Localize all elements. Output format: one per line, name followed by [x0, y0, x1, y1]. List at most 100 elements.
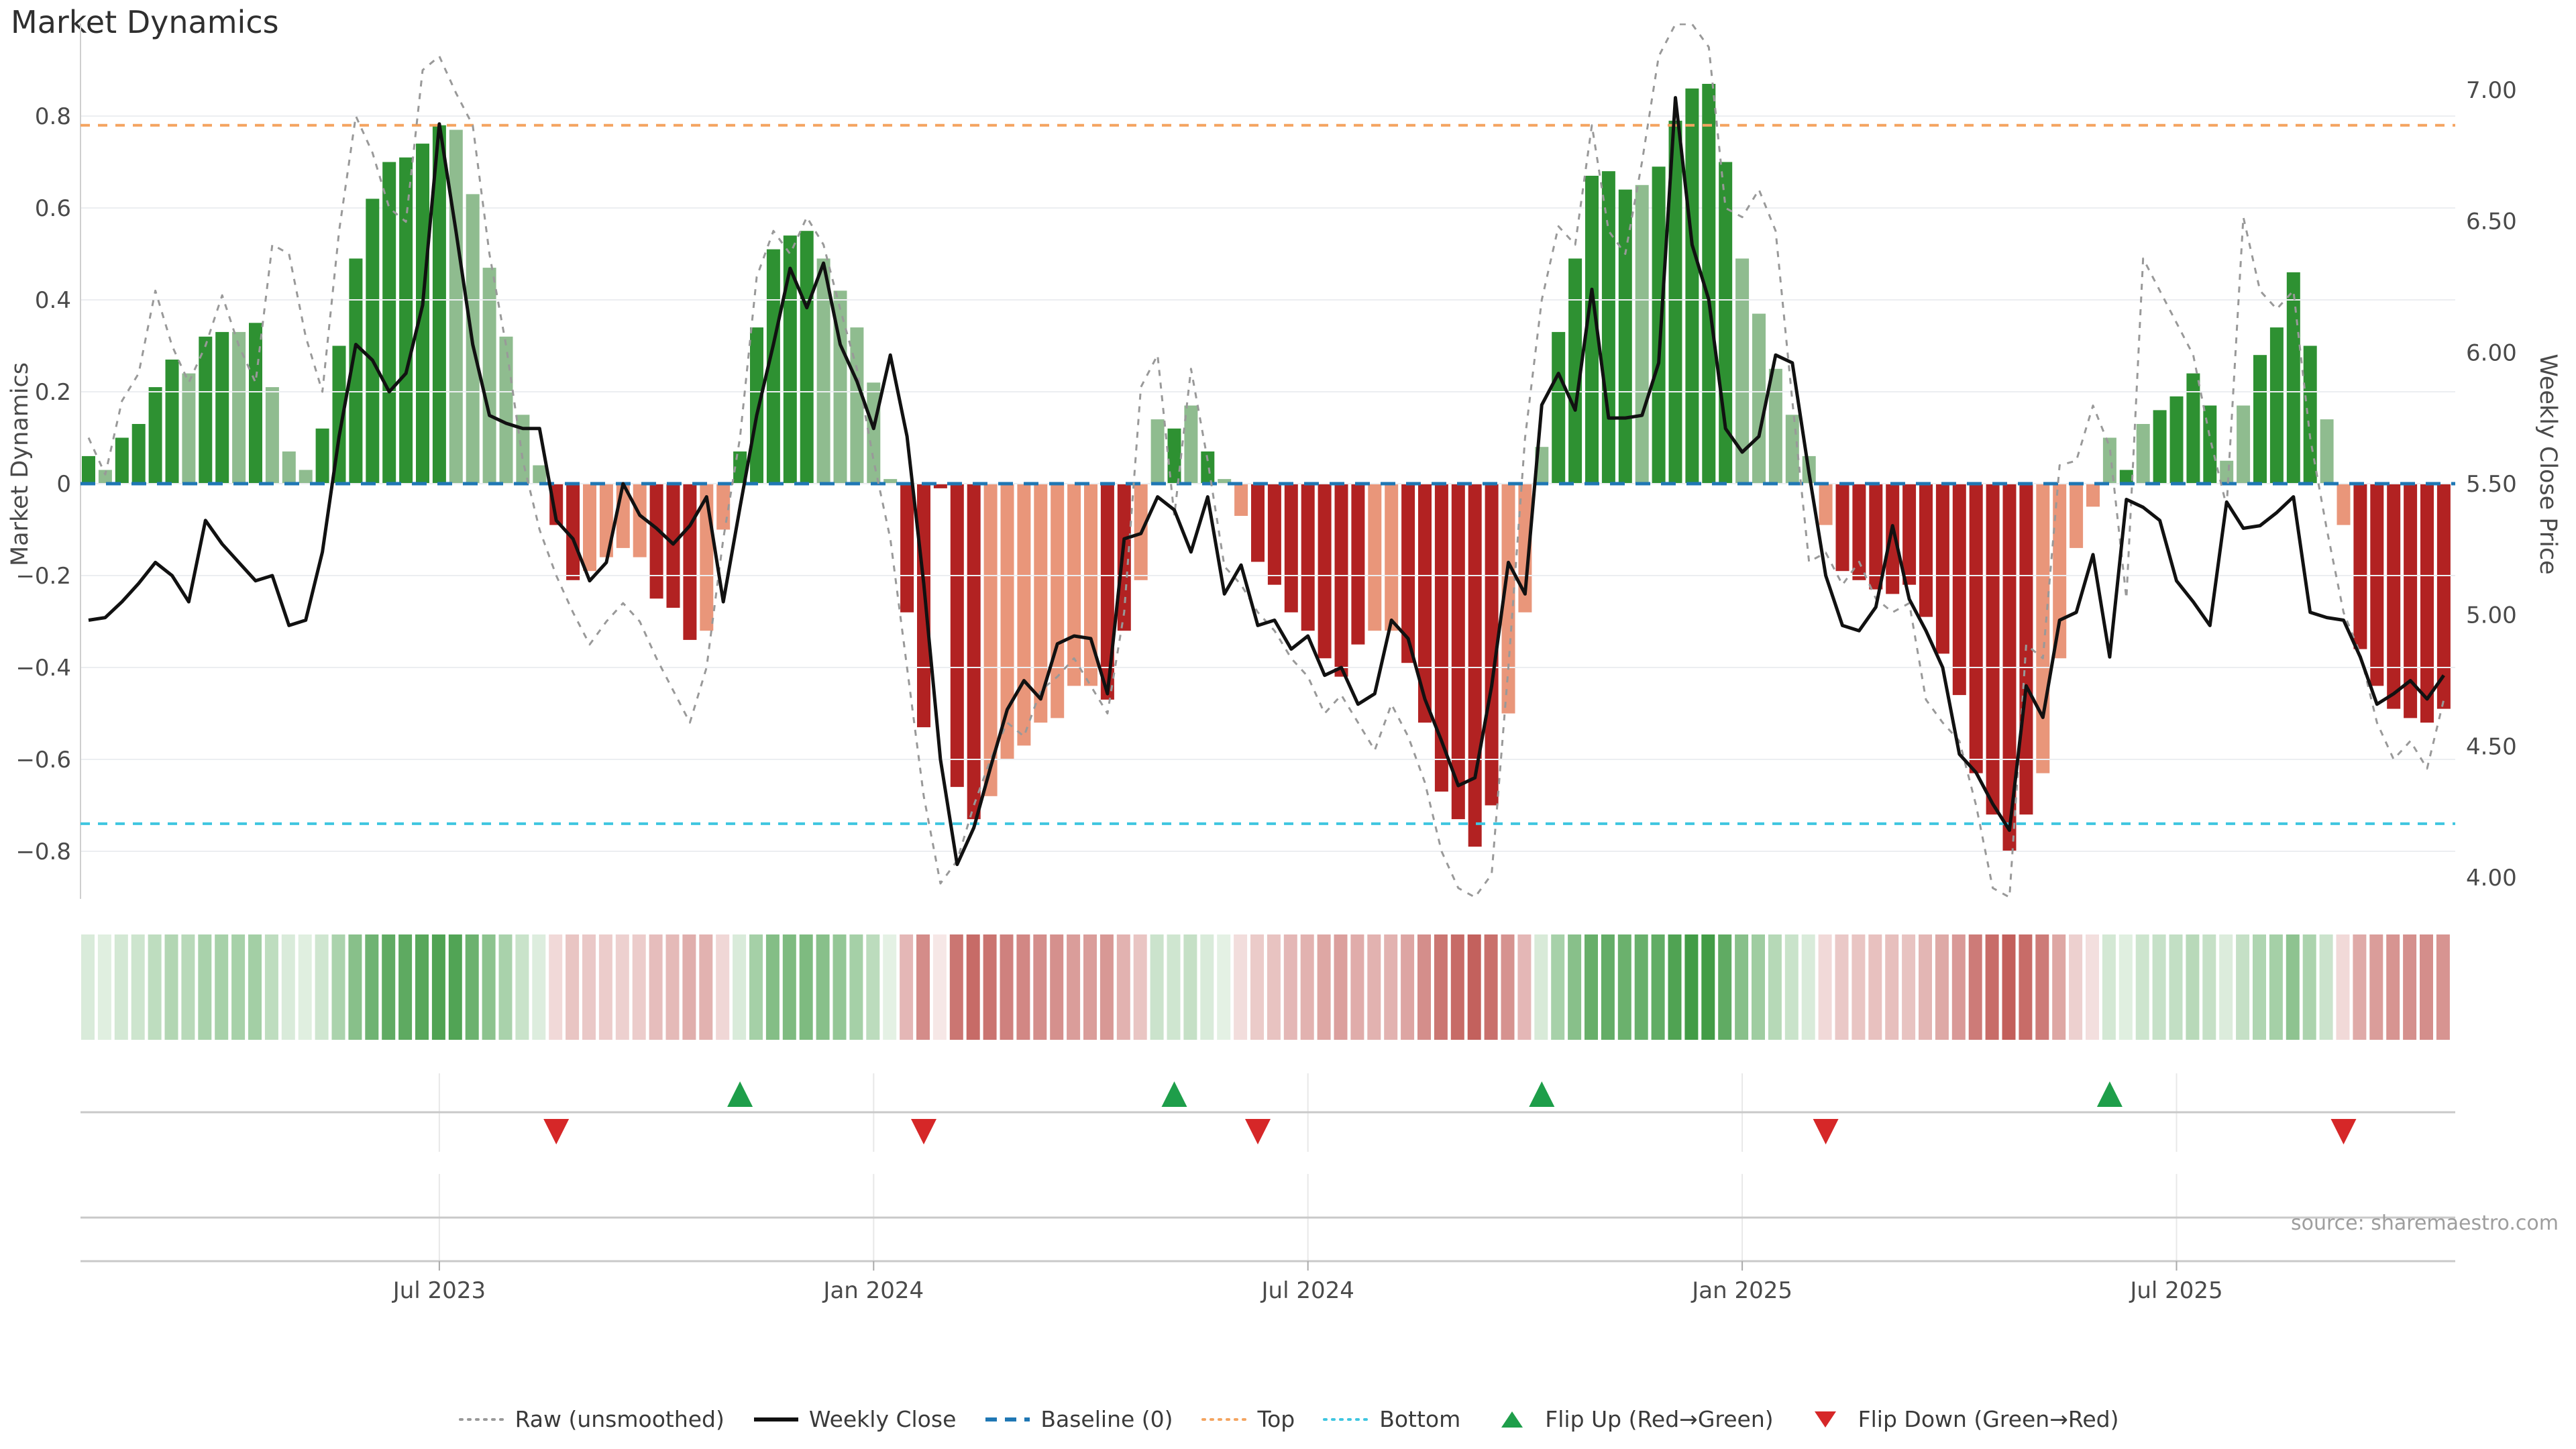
triangle-up-icon — [1501, 1411, 1523, 1428]
heat-cell — [1133, 934, 1147, 1040]
heat-cell — [949, 934, 963, 1040]
heat-cell — [1919, 934, 1932, 1040]
heat-cell — [1317, 934, 1331, 1040]
left-tick-label: −0.8 — [15, 839, 71, 865]
dotted-line-icon — [1201, 1417, 1248, 1421]
bar — [2186, 373, 2200, 484]
bar — [1552, 331, 1566, 484]
bar — [1368, 484, 1382, 631]
heat-cell — [431, 934, 445, 1040]
flip-down-marker — [2330, 1119, 2357, 1144]
bar — [1935, 484, 1949, 654]
heat-cell — [2253, 934, 2266, 1040]
heat-cell — [365, 934, 379, 1040]
bar — [432, 125, 446, 484]
bar — [1184, 405, 1198, 484]
bar — [1401, 484, 1415, 663]
flip-up-marker — [1529, 1081, 1555, 1107]
heat-cell — [1968, 934, 1982, 1040]
heat-cell — [2069, 934, 2083, 1040]
heat-cell — [1283, 934, 1297, 1040]
heat-cell — [2152, 934, 2166, 1040]
bar — [1000, 484, 1014, 759]
bar — [2102, 437, 2116, 484]
heat-cell — [1634, 934, 1648, 1040]
left-tick-label: 0 — [56, 471, 71, 498]
bar — [215, 331, 229, 484]
bar — [1568, 258, 1582, 484]
bar — [349, 258, 363, 484]
bar — [1685, 88, 1699, 484]
heat-cell — [1517, 934, 1532, 1040]
heat-cell — [566, 934, 580, 1040]
bar — [1051, 484, 1065, 718]
x-tick-label: Jul 2024 — [1260, 1277, 1354, 1304]
legend-item: Flip Down (Green→Red) — [1801, 1406, 2118, 1432]
right-tick-label: 4.50 — [2466, 733, 2517, 760]
bar — [282, 451, 296, 484]
heat-cell — [966, 934, 980, 1040]
heat-cell — [682, 934, 696, 1040]
heat-cell — [1367, 934, 1381, 1040]
bar — [1351, 484, 1365, 645]
bar — [1618, 189, 1632, 484]
bar — [2036, 484, 2050, 773]
heat-cell — [1668, 934, 1682, 1040]
left-tick-label: 0.8 — [35, 103, 71, 130]
bar — [1251, 484, 1265, 562]
heat-cell — [1902, 934, 1916, 1040]
bar — [1668, 120, 1682, 484]
bar — [2436, 484, 2451, 709]
heat-cell — [1868, 934, 1882, 1040]
bar — [1702, 84, 1716, 484]
heat-cell — [2219, 934, 2233, 1040]
bar — [2370, 484, 2384, 686]
legend-label: Raw (unsmoothed) — [515, 1406, 724, 1432]
bar — [499, 336, 513, 484]
bar — [232, 331, 246, 484]
heat-cell — [148, 934, 162, 1040]
bar — [2086, 484, 2100, 507]
right-tick-label: 5.00 — [2466, 602, 2517, 629]
x-tick-label: Jul 2023 — [392, 1277, 486, 1304]
bar — [299, 470, 313, 484]
bar — [1902, 484, 1917, 585]
heat-cell — [549, 934, 563, 1040]
heat-cell — [1534, 934, 1548, 1040]
legend-label: Top — [1257, 1406, 1295, 1432]
heat-cell — [97, 934, 111, 1040]
heat-cell — [916, 934, 930, 1040]
bar — [583, 484, 596, 572]
bar — [566, 484, 580, 580]
heat-cell — [2386, 934, 2400, 1040]
heat-cell — [2319, 934, 2333, 1040]
heat-cell — [1801, 934, 1815, 1040]
heat-cell — [2302, 934, 2316, 1040]
bar — [1468, 484, 1482, 847]
heat-cell — [281, 934, 295, 1040]
bar — [199, 336, 213, 484]
bar — [1034, 484, 1048, 723]
heat-cell — [1935, 934, 1949, 1040]
heat-cell — [1684, 934, 1699, 1040]
bar — [967, 484, 981, 820]
bar — [315, 428, 329, 484]
bar — [1218, 479, 1232, 484]
bar — [2269, 327, 2284, 484]
bar — [1819, 484, 1833, 525]
legend-label: Flip Up (Red→Green) — [1545, 1406, 1774, 1432]
bar — [1418, 484, 1432, 723]
x-tick-label: Jan 2025 — [1690, 1277, 1792, 1304]
heat-cell — [699, 934, 713, 1040]
heat-cell — [398, 934, 413, 1040]
heat-cell — [2369, 934, 2383, 1040]
heat-cell — [2186, 934, 2200, 1040]
page-title: Market Dynamics — [11, 4, 279, 40]
bar — [1601, 171, 1615, 484]
heat-cell — [1735, 934, 1749, 1040]
bar — [1969, 484, 1983, 773]
legend-label: Bottom — [1379, 1406, 1461, 1432]
bar — [2136, 424, 2150, 484]
heat-cell — [1167, 934, 1181, 1040]
heat-cell — [331, 934, 345, 1040]
